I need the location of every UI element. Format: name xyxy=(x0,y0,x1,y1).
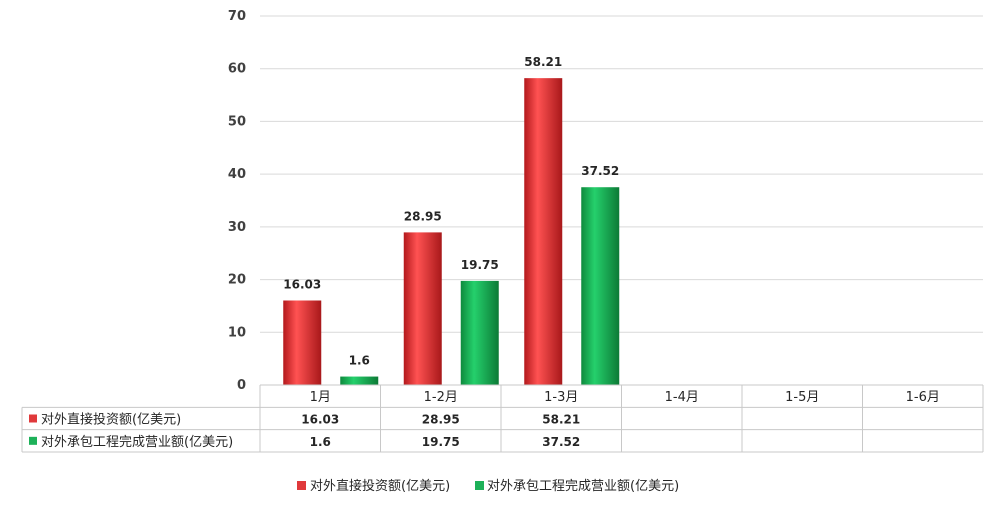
data-label: 16.03 xyxy=(283,277,321,291)
bar-fdi-2 xyxy=(524,78,563,385)
table-cell: 58.21 xyxy=(542,413,580,427)
table-legend-key xyxy=(29,436,37,445)
y-tick-label: 10 xyxy=(228,325,246,340)
table-cell: 16.03 xyxy=(301,413,339,427)
bar-contract-1 xyxy=(460,280,499,385)
y-tick-label: 60 xyxy=(228,62,246,77)
legend-label-0: 对外直接投资额(亿美元) xyxy=(310,478,450,494)
legend-label-1: 对外承包工程完成营业额(亿美元) xyxy=(487,479,679,494)
data-label: 28.95 xyxy=(404,209,442,223)
y-tick-label: 0 xyxy=(237,378,246,393)
y-tick-label: 20 xyxy=(228,273,246,288)
y-tick-label: 30 xyxy=(228,220,246,235)
table-header-cell: 1月 xyxy=(310,390,331,405)
legend-key-1 xyxy=(475,481,484,490)
table-cell: 19.75 xyxy=(422,435,460,449)
y-tick-label: 50 xyxy=(228,114,246,129)
bar-contract-2 xyxy=(581,187,620,385)
y-tick-label: 70 xyxy=(228,9,246,24)
data-label: 37.52 xyxy=(581,164,619,178)
table-row-label: 对外直接投资额(亿美元) xyxy=(41,412,181,428)
bar-fdi-1 xyxy=(403,232,442,385)
table-cell: 1.6 xyxy=(310,435,331,449)
bar-fdi-0 xyxy=(283,300,322,385)
data-label: 1.6 xyxy=(349,354,370,368)
table-header-cell: 1-5月 xyxy=(785,390,819,405)
data-label: 58.21 xyxy=(524,55,562,69)
data-label: 19.75 xyxy=(461,258,499,272)
table-header-cell: 1-6月 xyxy=(906,390,940,405)
table-header-cell: 1-3月 xyxy=(544,390,578,405)
legend-key-0 xyxy=(297,481,306,490)
y-tick-label: 40 xyxy=(228,167,246,182)
table-header-cell: 1-2月 xyxy=(424,390,458,405)
table-cell: 28.95 xyxy=(422,413,460,427)
table-cell: 37.52 xyxy=(542,435,580,449)
table-legend-key xyxy=(29,414,37,423)
bar-contract-0 xyxy=(340,376,379,385)
table-row-label: 对外承包工程完成营业额(亿美元) xyxy=(41,435,233,450)
table-header-cell: 1-4月 xyxy=(665,390,699,405)
